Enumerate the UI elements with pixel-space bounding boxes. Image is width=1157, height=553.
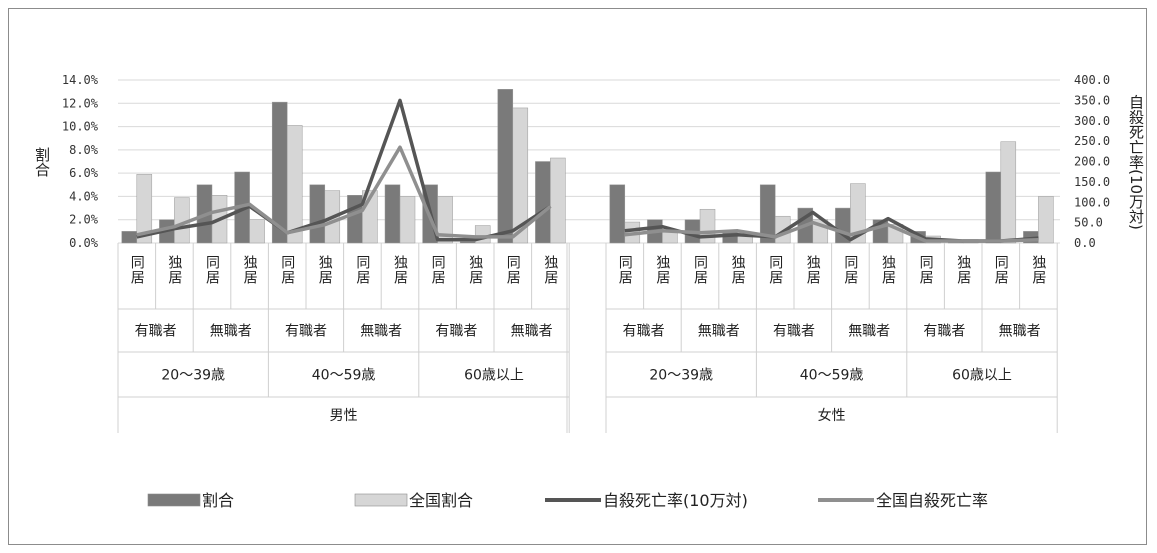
category-label-l3: 20～39歳: [161, 368, 225, 384]
category-label-l1: 同居: [354, 255, 370, 285]
category-label-l2: 無職者: [999, 324, 1041, 340]
y2-tick-label: 100.0: [1074, 195, 1110, 209]
bar-ratio: [459, 241, 476, 244]
national-suicide-rate-line: [624, 220, 1039, 243]
category-label-l4: 女性: [818, 407, 846, 424]
category-label-l1: 同居: [993, 255, 1009, 285]
bar-national-ratio: [512, 107, 529, 244]
legend-national-ratio-swatch: [354, 493, 408, 507]
y2-tick-label: 350.0: [1074, 93, 1110, 107]
category-label-l1: 独居: [880, 255, 896, 285]
y2-tick-label: 250.0: [1074, 134, 1110, 148]
category-label-l1: 同居: [918, 255, 934, 285]
national-suicide-rate-line: [136, 145, 552, 239]
category-label-l2: 無職者: [848, 324, 890, 340]
category-label-l1: 独居: [805, 255, 821, 285]
bar-national-ratio: [437, 196, 453, 244]
chart-frame: [8, 8, 1147, 545]
bar-ratio: [384, 184, 401, 244]
bar-national-ratio: [1038, 196, 1054, 244]
category-label-l1: 同居: [204, 255, 220, 285]
category-label-l4: 男性: [330, 408, 358, 424]
bar-national-ratio: [286, 125, 303, 244]
category-label-l1: 独居: [166, 255, 182, 285]
category-label-l3: 20～39歳: [649, 368, 713, 384]
category-label-l1: 独居: [955, 255, 971, 285]
bar-national-ratio: [399, 196, 416, 244]
category-label-l1: 独居: [1030, 255, 1046, 285]
y-tick-label: 0.0%: [69, 236, 99, 250]
category-label-l2: 有職者: [923, 324, 965, 340]
y2-tick-label: 50.0: [1074, 216, 1103, 230]
category-label-l1: 同居: [767, 255, 783, 285]
bar-ratio: [759, 184, 776, 244]
category-label-l1: 独居: [317, 255, 333, 285]
bar-ratio: [309, 184, 326, 244]
category-label-l1: 独居: [730, 255, 746, 285]
legend-national-suicide-rate-label: 全国自殺死亡率: [876, 491, 988, 510]
category-label-l2: 無職者: [360, 324, 402, 340]
y-tick-label: 6.0%: [69, 166, 99, 180]
category-label-l2: 無職者: [698, 324, 740, 340]
y2-tick-label: 300.0: [1074, 114, 1110, 128]
y2-tick-label: 150.0: [1074, 175, 1110, 189]
bar-ratio: [985, 171, 1002, 244]
legend-suicide-rate-label: 自殺死亡率(10万対): [603, 491, 748, 510]
category-label-l1: 独居: [242, 255, 258, 285]
bar-national-ratio: [1000, 141, 1017, 244]
y2-tick-label: 0.0: [1074, 236, 1096, 250]
category-label-l1: 独居: [392, 255, 408, 285]
category-label-l1: 同居: [692, 255, 708, 285]
category-label-l2: 有職者: [285, 324, 327, 340]
category-label-l1: 同居: [279, 255, 295, 285]
category-label-l2: 無職者: [511, 324, 553, 340]
y-tick-label: 4.0%: [69, 189, 99, 203]
y2-tick-label: 200.0: [1074, 155, 1110, 169]
y2-axis-title: 自殺死亡率(10万対): [1127, 94, 1145, 230]
category-label-l1: 同居: [842, 255, 858, 285]
legend-ratio-label: 割合: [202, 491, 234, 510]
category-label-l1: 同居: [505, 255, 521, 285]
y-tick-label: 12.0%: [62, 96, 99, 110]
category-label-l2: 有職者: [773, 324, 815, 340]
category-label-l2: 有職者: [623, 324, 665, 340]
category-label-l1: 同居: [129, 255, 145, 285]
category-label-l1: 同居: [430, 255, 446, 285]
y2-tick-label: 400.0: [1074, 73, 1110, 87]
bar-national-ratio: [850, 183, 866, 244]
bar-national-ratio: [550, 157, 566, 244]
y-tick-label: 2.0%: [69, 213, 99, 227]
y-tick-label: 10.0%: [62, 120, 99, 134]
category-label-l3: 60歳以上: [952, 368, 1012, 384]
bar-national-ratio: [249, 219, 265, 244]
legend-national-ratio-label: 全国割合: [409, 491, 473, 510]
category-label-l1: 独居: [542, 255, 558, 285]
bar-ratio: [535, 161, 551, 244]
bar-ratio: [347, 195, 363, 244]
y-tick-label: 14.0%: [62, 73, 99, 87]
category-label-l3: 40～59歳: [312, 368, 376, 384]
category-label-l1: 独居: [467, 255, 483, 285]
bar-ratio: [497, 89, 514, 244]
y-axis-title: 割合: [33, 147, 51, 177]
bar-ratio: [121, 231, 138, 244]
category-label-l2: 有職者: [435, 324, 477, 340]
legend-ratio-swatch: [147, 493, 201, 507]
bar-national-ratio: [136, 174, 153, 244]
category-label-l1: 独居: [654, 255, 670, 285]
category-label-l1: 同居: [617, 255, 633, 285]
y-tick-label: 8.0%: [69, 143, 99, 157]
category-label-l3: 60歳以上: [464, 368, 524, 384]
category-label-l2: 有職者: [135, 324, 177, 340]
bar-ratio: [609, 184, 626, 244]
category-label-l2: 無職者: [210, 324, 252, 340]
category-label-l3: 40～59歳: [800, 368, 864, 384]
